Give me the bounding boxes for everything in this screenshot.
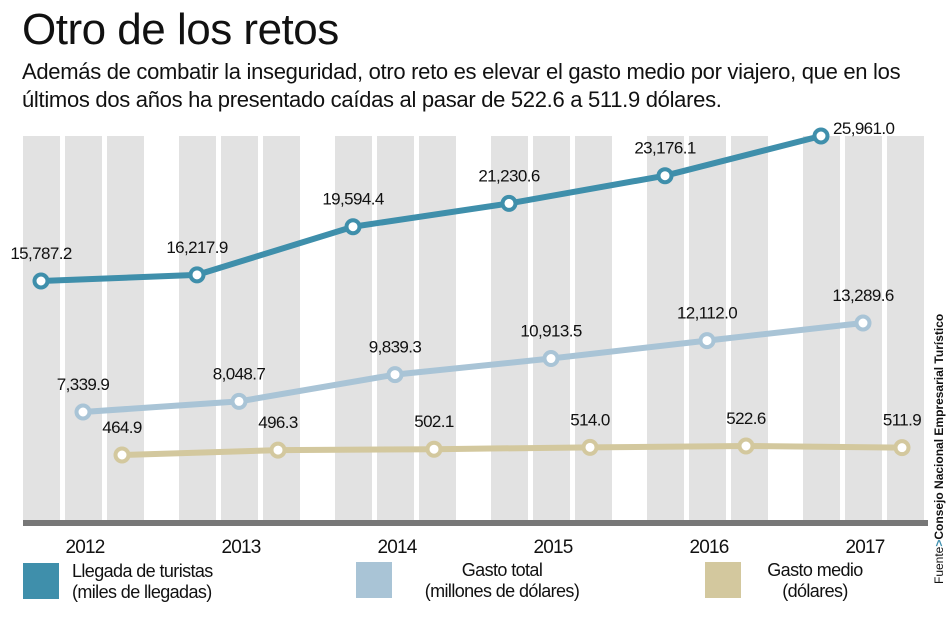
data-point [32, 272, 50, 290]
legend-label-total-spend: Gasto total (millones de dólares) [404, 560, 600, 602]
series-line [40, 133, 822, 284]
data-label: 514.0 [570, 410, 610, 429]
data-point [893, 439, 911, 457]
column-band [263, 136, 300, 520]
x-tick-labels: 2012 2013 2014 2015 2016 2017 [65, 537, 885, 558]
column-band [335, 136, 372, 520]
data-point [581, 438, 599, 456]
data-label: 7,339.9 [57, 375, 110, 394]
legend-label-line1: Gasto total [461, 560, 543, 580]
data-point [656, 167, 674, 185]
column-band [689, 136, 726, 520]
x-tick-label: 2017 [845, 537, 884, 558]
data-label: 13,289.6 [832, 286, 894, 305]
data-point [812, 127, 830, 145]
source-separator-icon: > [932, 539, 946, 547]
chart-subtitle: Además de combatir la inseguridad, otro … [22, 59, 901, 112]
data-label: 10,913.5 [520, 322, 582, 341]
data-label: 21,230.6 [478, 166, 540, 185]
data-label: 19,594.4 [322, 190, 384, 209]
data-point [542, 350, 560, 368]
series-3: 464.9 496.3 502.1 514.0 522.6 511.9 [102, 409, 922, 464]
data-point [737, 437, 755, 455]
column-band [419, 136, 456, 520]
column-band [647, 136, 684, 520]
data-label: 8,048.7 [213, 364, 266, 383]
legend-label-line1: Gasto medio [767, 560, 863, 580]
column-band [377, 136, 414, 520]
legend-label-line2: (miles de llegadas) [72, 582, 212, 602]
legend-label-line2: (millones de dólares) [424, 581, 580, 601]
data-label: 464.9 [102, 418, 142, 437]
series-1: 15,787.2 16,217.9 19,594.4 21,230.6 23,176.1… [10, 119, 895, 290]
column-band [731, 136, 768, 520]
column-band [179, 136, 216, 520]
series-line [121, 443, 903, 458]
data-point [698, 332, 716, 350]
data-point [269, 441, 287, 459]
data-label: 522.6 [726, 409, 766, 428]
series-2: 7,339.9 8,048.7 9,839.3 10,913.5 12,112.0 13,… [57, 286, 894, 421]
column-band [575, 136, 612, 520]
data-label: 23,176.1 [634, 139, 696, 158]
legend-label-line2: (dólares) [782, 581, 848, 601]
data-label: 12,112.0 [677, 304, 737, 323]
x-tick-label: 2013 [221, 537, 260, 558]
source-note: Fuente>Consejo Nacional Empresarial Turí… [932, 314, 946, 584]
data-label: 496.3 [258, 413, 298, 432]
legend-label-arrivals: Llegada de turistas (miles de llegadas) [72, 561, 213, 603]
x-axis-baseline [23, 520, 928, 526]
series-line [82, 320, 864, 415]
legend-label-line1: Llegada de turistas [72, 561, 213, 581]
x-tick-label: 2015 [533, 537, 572, 558]
data-point [344, 218, 362, 236]
column-band [221, 136, 258, 520]
data-point [74, 403, 92, 421]
data-label: 16,217.9 [166, 238, 228, 257]
data-label: 502.1 [414, 412, 454, 431]
x-tick-label: 2014 [377, 537, 417, 558]
column-band [887, 136, 924, 520]
source-organization: Consejo Nacional Empresarial Turístico [932, 313, 946, 540]
data-point [188, 266, 206, 284]
x-tick-label: 2016 [689, 537, 728, 558]
data-point [113, 446, 131, 464]
data-label: 25,961.0 [833, 119, 895, 138]
legend-swatch-average-spend [705, 562, 741, 598]
column-bands [23, 136, 924, 520]
data-point [854, 314, 872, 332]
legend-label-average-spend: Gasto medio (dólares) [752, 560, 878, 602]
legend-swatch-total-spend [356, 562, 392, 598]
data-label: 511.9 [883, 411, 921, 430]
data-point [230, 392, 248, 410]
data-point [386, 366, 404, 384]
data-point [500, 194, 518, 212]
column-band [23, 136, 60, 520]
source-prefix: Fuente [932, 546, 946, 584]
data-label: 9,839.3 [369, 338, 422, 357]
data-label: 15,787.2 [10, 244, 72, 263]
series-lines: 15,787.2 16,217.9 19,594.4 21,230.6 23,176.1… [10, 119, 922, 464]
legend-swatch-arrivals [23, 563, 59, 599]
x-tick-label: 2012 [65, 537, 104, 558]
data-point [425, 440, 443, 458]
chart-title: Otro de los retos [22, 5, 339, 54]
column-band [65, 136, 102, 520]
